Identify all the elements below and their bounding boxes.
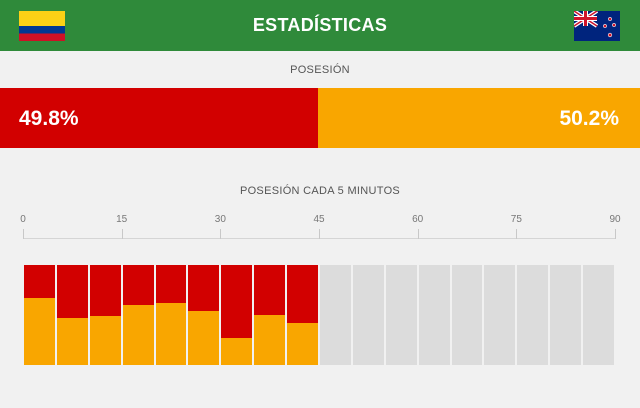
interval-bar-home: [221, 265, 253, 338]
interval-bar: [56, 265, 88, 365]
possession-away-segment: [318, 88, 640, 148]
x-tick-label: 30: [214, 214, 226, 225]
chart-title: POSESIÓN CADA 5 MINUTOS: [239, 185, 401, 197]
x-tick-mark: [615, 229, 616, 239]
interval-bar: [583, 265, 614, 365]
possession-interval-chart: [0, 265, 640, 365]
x-tick-label: 0: [20, 214, 26, 225]
interval-bar: [188, 265, 220, 365]
x-tick-mark: [319, 229, 320, 239]
possession-home-value: 49.8%: [19, 107, 79, 130]
interval-bar: [550, 265, 582, 365]
possession-bar: 49.8% 50.2%: [0, 88, 640, 148]
x-tick-mark: [220, 229, 222, 239]
interval-bar: [24, 265, 55, 365]
possession-label: POSESIÓN: [290, 64, 350, 76]
x-tick-label: 15: [116, 214, 128, 225]
interval-bar: [451, 265, 483, 365]
interval-bar: [122, 265, 154, 365]
x-tick-label: 75: [510, 214, 522, 225]
page-title: ESTADÍSTICAS: [252, 15, 388, 35]
chart-x-axis: 0 15 30 45 60 75 90: [0, 214, 640, 244]
interval-bar: [89, 265, 121, 365]
x-tick-label: 45: [313, 214, 325, 225]
possession-home-segment: [0, 88, 318, 148]
colombia-flag-icon: [19, 11, 65, 41]
interval-bar: [385, 265, 417, 365]
interval-bar-home: [56, 265, 88, 318]
interval-bar: [352, 265, 384, 365]
interval-bar-home: [89, 265, 121, 316]
interval-bar: [418, 265, 450, 365]
interval-bar: [320, 265, 351, 365]
interval-bar: [221, 265, 253, 365]
x-tick-mark: [417, 229, 419, 239]
interval-bar-home: [254, 265, 286, 315]
stats-header: ESTADÍSTICAS: [0, 0, 640, 51]
x-tick-label: 60: [412, 214, 424, 225]
interval-bar-home: [287, 265, 318, 323]
interval-bar: [484, 265, 516, 365]
interval-bar-home: [188, 265, 220, 311]
x-tick-label: 90: [609, 214, 621, 225]
interval-bar: [287, 265, 318, 365]
interval-bar-home: [122, 265, 154, 305]
interval-bar: [517, 265, 549, 365]
interval-bar-home: [155, 265, 187, 303]
interval-bar-home: [24, 265, 55, 298]
interval-bar: [254, 265, 286, 365]
x-tick-mark: [121, 229, 123, 239]
x-tick-mark: [23, 229, 24, 239]
possession-away-value: 50.2%: [559, 107, 619, 130]
new-zealand-flag-icon: [574, 11, 620, 41]
interval-bar: [155, 265, 187, 365]
x-tick-mark: [516, 229, 518, 239]
